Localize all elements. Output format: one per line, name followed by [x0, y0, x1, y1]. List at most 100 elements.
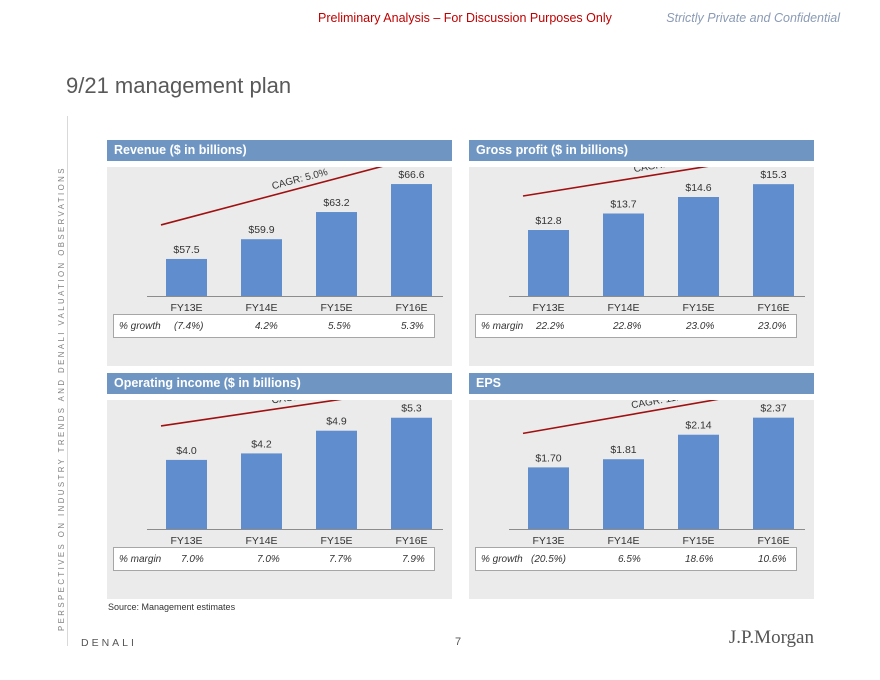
gross-profit-tick-fy13e: FY13E: [532, 302, 564, 312]
eps-tick-fy16e: FY16E: [757, 535, 789, 545]
operating-margin-label: % margin: [119, 554, 162, 565]
gross-margin-fy16e: 23.0%: [758, 321, 787, 332]
gross-profit-bar-fy14e: [603, 213, 644, 296]
revenue-growth-fy14e: 4.2%: [255, 321, 278, 332]
gross-margin-fy13e: 22.2%: [536, 321, 565, 332]
preliminary-analysis-notice: Preliminary Analysis – For Discussion Pu…: [318, 11, 612, 25]
gross-profit-chart-body: $12.8$13.7$14.6$15.3CAGR: 6.3%FY13EFY14E…: [469, 167, 814, 366]
footer-company: DENALI: [81, 637, 137, 649]
eps-value-label-fy14e: $1.81: [610, 444, 636, 456]
eps-growth-fy16e: 10.6%: [758, 554, 787, 565]
operating-income-cagr-arrow: [160, 400, 343, 427]
revenue-value-label-fy13e: $57.5: [173, 244, 199, 256]
revenue-bar-fy14e: [241, 239, 282, 296]
left-divider: [67, 116, 68, 646]
page-number: 7: [455, 636, 462, 648]
gross-profit-chart: $12.8$13.7$14.6$15.3CAGR: 6.3%FY13EFY14E…: [509, 167, 805, 312]
revenue-bar-fy15e: [316, 212, 357, 296]
revenue-tick-fy16e: FY16E: [395, 302, 427, 312]
gross-profit-bar-fy15e: [678, 197, 719, 296]
gross-profit-value-label-fy13e: $12.8: [535, 215, 561, 227]
eps-bar-fy15e: [678, 434, 719, 529]
revenue-value-label-fy16e: $66.6: [398, 169, 424, 181]
gross-profit-tick-fy15e: FY15E: [682, 302, 714, 312]
eps-value-label-fy15e: $2.14: [685, 420, 711, 432]
revenue-bar-fy16e: [391, 184, 432, 296]
operating-margin-fy15e: 7.7%: [329, 554, 352, 565]
revenue-chart-title: Revenue ($ in billions): [107, 140, 452, 161]
revenue-cagr-arrow: [160, 167, 383, 226]
revenue-bar-fy13e: [166, 258, 207, 296]
gross-profit-chart-title: Gross profit ($ in billions): [469, 140, 814, 161]
operating-income-panel: Operating income ($ in billions) $4.0 $4.…: [107, 373, 452, 599]
gross-profit-value-label-fy14e: $13.7: [610, 199, 636, 211]
gross-profit-value-label-fy15e: $14.6: [685, 182, 711, 194]
eps-tick-fy13e: FY13E: [532, 535, 564, 545]
gross-profit-cagr-arrow: [522, 167, 709, 197]
revenue-tick-fy15e: FY15E: [320, 302, 352, 312]
revenue-value-label-fy14e: $59.9: [248, 224, 274, 236]
eps-value-label-fy16e: $2.37: [760, 403, 786, 415]
revenue-tick-fy14e: FY14E: [245, 302, 277, 312]
confidentiality-notice: Strictly Private and Confidential: [666, 11, 840, 25]
eps-growth-label: % growth: [481, 554, 523, 565]
jpmorgan-logo: J.P.Morgan: [728, 627, 814, 648]
operating-margin-row: % margin 7.0% 7.0% 7.7% 7.9%: [113, 547, 435, 571]
gross-profit-bar-fy16e: [753, 184, 794, 296]
eps-chart-title: EPS: [469, 373, 814, 394]
eps-bar-fy16e: [753, 417, 794, 529]
operating-income-value-label-fy14e: $4.2: [251, 438, 272, 450]
revenue-growth-label: % growth: [119, 321, 161, 332]
eps-growth-fy13e: (20.5%): [531, 554, 567, 565]
revenue-panel: Revenue ($ in billions) $57.5 $59.9 $63.2 $…: [107, 140, 452, 366]
eps-chart-body: $1.70 $1.81 $2.14 $2.37 CAGR: 11.8% FY13E FY14…: [469, 400, 814, 599]
revenue-growth-row: % growth (7.4%) 4.2% 5.5% 5.3%: [113, 314, 435, 338]
operating-income-value-label-fy13e: $4.0: [176, 445, 197, 457]
side-caption: PERSPECTIVES ON INDUSTRY TRENDS AND DENA…: [57, 166, 66, 631]
operating-income-bar-fy16e: [391, 417, 432, 529]
operating-income-tick-fy13e: FY13E: [170, 535, 202, 545]
gross-profit-bar-fy13e: [528, 230, 569, 296]
gross-profit-panel: Gross profit ($ in billions) $12.8 $13.7 $…: [469, 140, 814, 366]
eps-cagr-arrow: [522, 400, 719, 435]
operating-income-bar-fy13e: [166, 459, 207, 529]
operating-income-tick-fy14e: FY14E: [245, 535, 277, 545]
gross-margin-fy15e: 23.0%: [686, 321, 715, 332]
eps-growth-fy15e: 18.6%: [685, 554, 714, 565]
operating-income-bar-fy15e: [316, 430, 357, 529]
eps-growth-fy14e: 6.5%: [618, 554, 641, 565]
revenue-growth-fy16e: 5.3%: [401, 321, 424, 332]
gross-profit-tick-fy14e: FY14E: [607, 302, 639, 312]
eps-growth-row: % growth (20.5%) 6.5% 18.6% 10.6%: [475, 547, 797, 571]
eps-bar-fy13e: [528, 467, 569, 529]
operating-income-chart: $4.0$4.2$4.9$5.3CAGR: 9.6%FY13EFY14EFY15…: [147, 400, 443, 545]
operating-income-chart-title: Operating income ($ in billions): [107, 373, 452, 394]
eps-tick-fy14e: FY14E: [607, 535, 639, 545]
operating-margin-fy13e: 7.0%: [181, 554, 204, 565]
eps-panel: EPS $1.70 $1.81 $2.14 $2.37 CAGR: 11.8% FY13E…: [469, 373, 814, 599]
gross-profit-tick-fy16e: FY16E: [757, 302, 789, 312]
page-title: 9/21 management plan: [66, 73, 292, 98]
operating-income-tick-fy15e: FY15E: [320, 535, 352, 545]
operating-margin-fy16e: 7.9%: [402, 554, 425, 565]
source-note: Source: Management estimates: [108, 602, 236, 612]
gross-margin-row: % margin 22.2% 22.8% 23.0% 23.0%: [475, 314, 797, 338]
operating-margin-fy14e: 7.0%: [257, 554, 280, 565]
revenue-growth-fy15e: 5.5%: [328, 321, 351, 332]
operating-income-bar-fy14e: [241, 453, 282, 529]
eps-bar-fy14e: [603, 459, 644, 529]
revenue-chart-body: $57.5 $59.9 $63.2 $66.6 CAGR: 5.0% FY13E FY14E…: [107, 167, 452, 366]
operating-income-chart-body: $4.0$4.2$4.9$5.3CAGR: 9.6%FY13EFY14EFY15…: [107, 400, 452, 599]
revenue-growth-fy13e: (7.4%): [174, 321, 204, 332]
eps-chart: $1.70 $1.81 $2.14 $2.37 CAGR: 11.8% FY13E FY14…: [509, 400, 805, 545]
operating-income-tick-fy16e: FY16E: [395, 535, 427, 545]
gross-margin-fy14e: 22.8%: [613, 321, 642, 332]
eps-cagr-label: CAGR: 11.8%: [631, 400, 694, 411]
revenue-tick-fy13e: FY13E: [170, 302, 202, 312]
revenue-value-label-fy15e: $63.2: [323, 197, 349, 209]
gross-margin-label: % margin: [481, 321, 524, 332]
gross-profit-value-label-fy16e: $15.3: [760, 169, 786, 181]
operating-income-value-label-fy16e: $5.3: [401, 403, 422, 415]
eps-tick-fy15e: FY15E: [682, 535, 714, 545]
